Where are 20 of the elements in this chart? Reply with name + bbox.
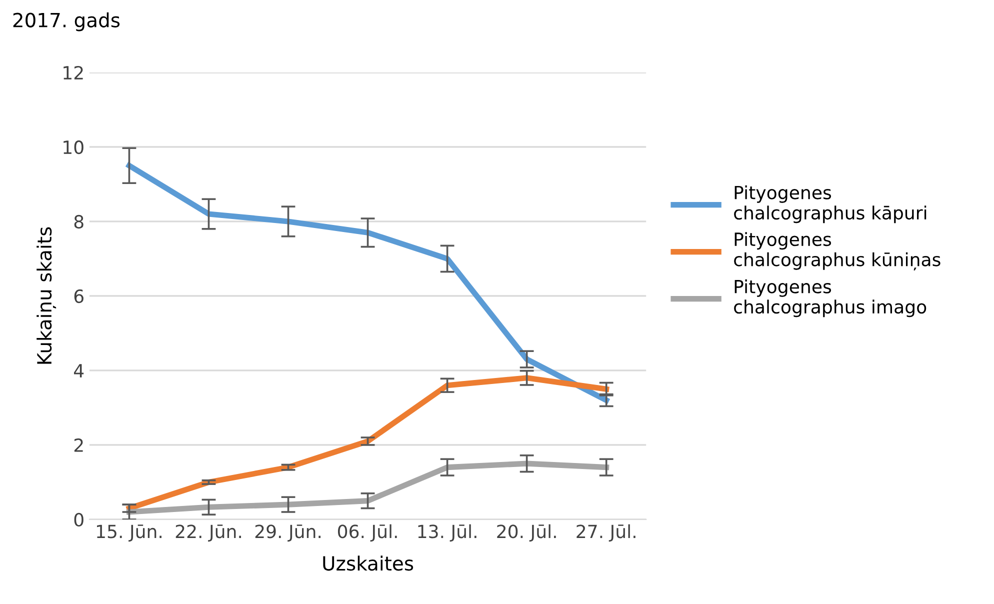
x-axis-title: Uzskaites bbox=[323, 556, 414, 571]
y-tick-label: 6 bbox=[74, 289, 84, 304]
y-axis-title: Kukaiņu skaits bbox=[36, 227, 56, 364]
x-tick-label: 29. Jūn. bbox=[255, 524, 321, 542]
y-tick-label: 8 bbox=[74, 214, 84, 229]
chart-title: 2017. gads bbox=[13, 12, 120, 32]
legend-label: Pityogenes chalcographus kāpuri bbox=[734, 185, 926, 224]
x-tick-label: 06. Jūl. bbox=[338, 524, 397, 542]
y-tick-label: 4 bbox=[74, 364, 84, 378]
legend-label: Pityogenes chalcographus imago bbox=[734, 279, 926, 318]
legend-label: Pityogenes chalcographus kūniņas bbox=[734, 232, 940, 270]
y-tick-label: 12 bbox=[64, 66, 83, 80]
y-tick-label: 2 bbox=[74, 438, 83, 452]
x-tick-label: 13. Jūl. bbox=[418, 524, 476, 542]
x-tick-label: 20. Jūl. bbox=[497, 524, 556, 542]
y-tick-label: 0 bbox=[74, 512, 84, 527]
x-tick-label: 15. Jūn. bbox=[97, 524, 162, 542]
x-tick-label: 27. Jūl. bbox=[576, 524, 636, 542]
x-tick-label: 22. Jūn. bbox=[176, 524, 241, 542]
y-tick-label: 10 bbox=[64, 140, 84, 154]
